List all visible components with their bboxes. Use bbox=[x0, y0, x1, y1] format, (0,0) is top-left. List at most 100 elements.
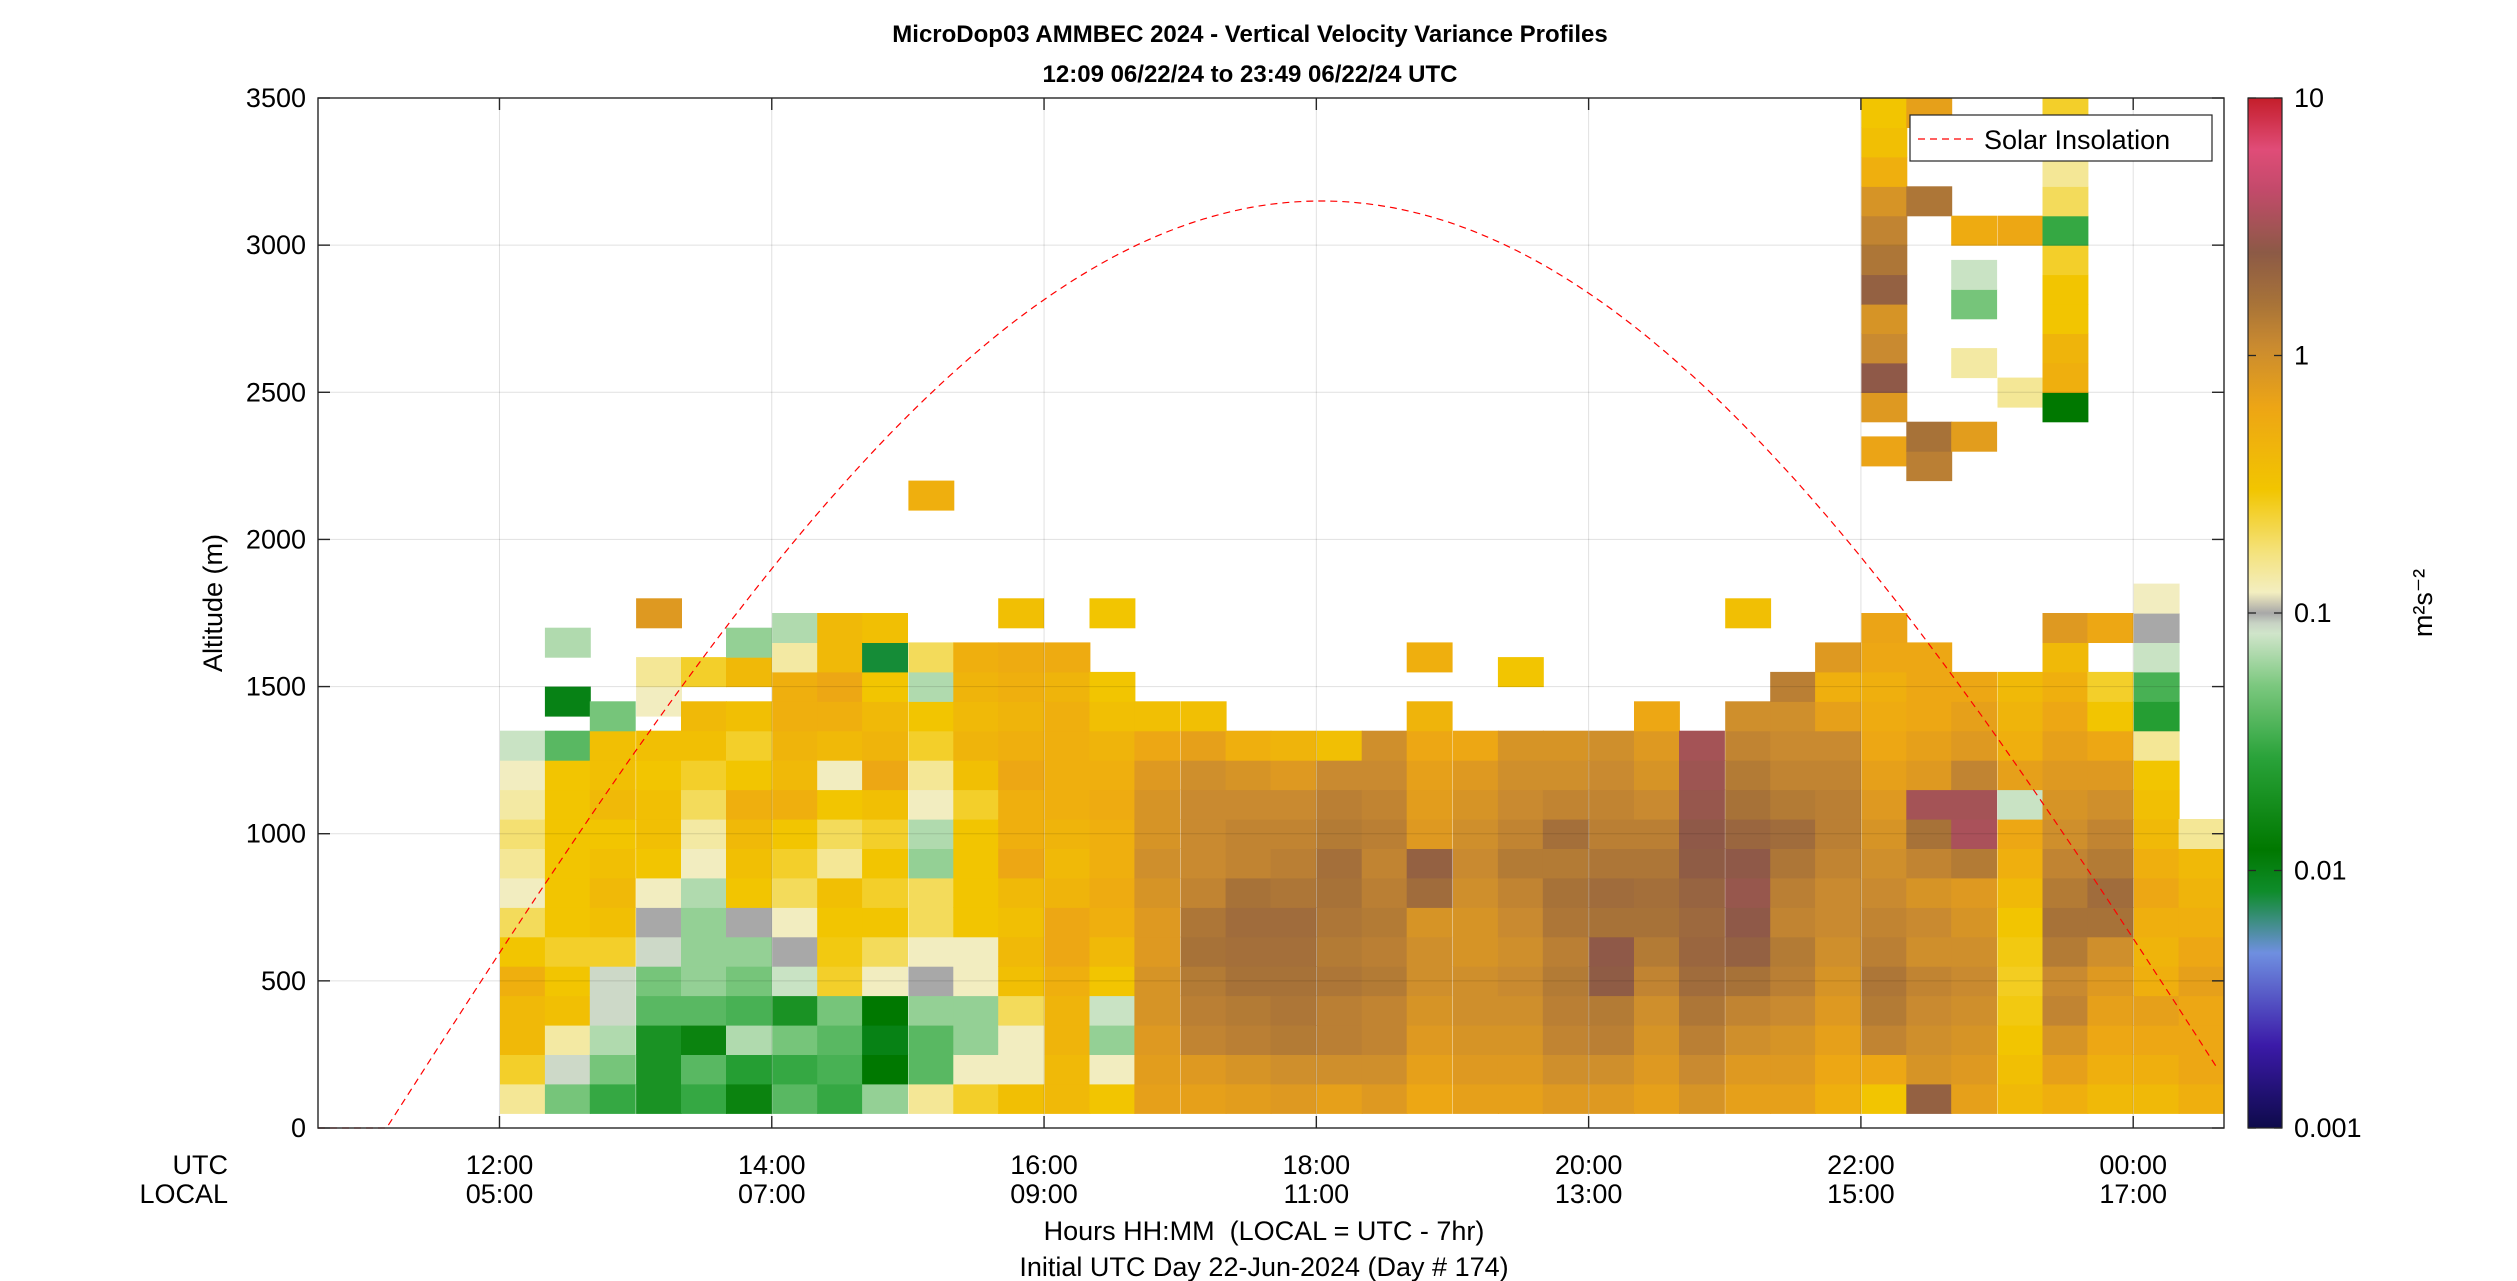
heatmap-cell bbox=[862, 701, 908, 732]
heatmap-cell bbox=[500, 760, 546, 791]
heatmap-cell bbox=[1361, 966, 1408, 997]
x-tick-label-utc: 12:00 bbox=[466, 1150, 534, 1180]
heatmap-cell bbox=[2042, 333, 2089, 364]
heatmap-cell bbox=[1725, 907, 1772, 938]
legend-entry-label: Solar Insolation bbox=[1984, 125, 2170, 155]
heatmap-cell bbox=[1906, 421, 1953, 452]
heatmap-cell bbox=[1679, 1083, 1725, 1114]
heatmap-cell bbox=[1770, 936, 1817, 967]
heatmap-cell bbox=[2042, 215, 2089, 246]
heatmap-cell bbox=[998, 760, 1045, 791]
grid-lines bbox=[318, 98, 2224, 1128]
heatmap-cell bbox=[908, 789, 955, 820]
heatmap-cell bbox=[2178, 1083, 2225, 1114]
heatmap-cell bbox=[1951, 215, 1998, 246]
heatmap-cell bbox=[2087, 701, 2134, 732]
heatmap-cell bbox=[1225, 1025, 1272, 1055]
local-row-label: LOCAL bbox=[139, 1179, 228, 1209]
heatmap-cell bbox=[772, 1025, 819, 1055]
heatmap-cell bbox=[1134, 995, 1181, 1026]
heatmap-cell bbox=[1997, 789, 2044, 820]
heatmap-cell bbox=[1679, 1025, 1725, 1055]
heatmap-cell bbox=[1951, 1083, 1998, 1114]
heatmap-cell bbox=[1815, 1025, 1861, 1055]
heatmap-cell bbox=[772, 995, 819, 1026]
heatmap-cell bbox=[1316, 936, 1363, 967]
heatmap-cell bbox=[1180, 907, 1227, 938]
heatmap-cell bbox=[1270, 966, 1317, 997]
heatmap-cell bbox=[1225, 995, 1272, 1026]
heatmap-cell bbox=[1997, 877, 2044, 908]
heatmap-cell bbox=[1316, 1054, 1363, 1085]
heatmap-cell bbox=[1589, 877, 1635, 908]
heatmap-cell bbox=[2042, 877, 2089, 908]
heatmap-cell bbox=[1997, 1025, 2044, 1055]
heatmap-cell bbox=[1180, 1083, 1227, 1114]
heatmap-cell bbox=[636, 907, 682, 938]
heatmap-cell bbox=[1134, 1025, 1181, 1055]
heatmap-cell bbox=[1861, 436, 1908, 467]
heatmap-cell bbox=[1542, 907, 1589, 938]
heatmap-cell bbox=[1406, 848, 1453, 879]
heatmap-cell bbox=[1044, 1083, 1091, 1114]
heatmap-cell bbox=[1134, 730, 1181, 761]
heatmap-cell bbox=[726, 848, 772, 879]
colorbar-tick-label: 0.01 bbox=[2294, 856, 2347, 886]
heatmap-cell bbox=[1634, 1025, 1680, 1055]
heatmap-cell bbox=[817, 848, 864, 879]
heatmap-cell bbox=[1997, 760, 2044, 791]
x-tick-label-utc: 18:00 bbox=[1283, 1150, 1351, 1180]
heatmap-cell bbox=[1134, 936, 1181, 967]
heatmap-cell bbox=[1453, 819, 1499, 849]
heatmap-cell bbox=[1589, 1025, 1635, 1055]
heatmap-cell bbox=[1089, 1025, 1136, 1055]
colorbar-tick-label: 0.001 bbox=[2294, 1113, 2362, 1143]
x-tick-label-utc: 22:00 bbox=[1827, 1150, 1895, 1180]
heatmap-cell bbox=[1089, 966, 1136, 997]
heatmap-cell bbox=[1270, 760, 1317, 791]
heatmap-cell bbox=[1815, 789, 1861, 820]
heatmap-cell bbox=[1542, 995, 1589, 1026]
heatmap-cell bbox=[1406, 1054, 1453, 1085]
heatmap-cell bbox=[589, 701, 636, 732]
heatmap-cell bbox=[817, 730, 864, 761]
heatmap-cell bbox=[1770, 877, 1817, 908]
heatmap-cell bbox=[1951, 907, 1998, 938]
heatmap-cell bbox=[544, 686, 591, 717]
heatmap-cell bbox=[681, 760, 727, 791]
heatmap-cell bbox=[1770, 1083, 1817, 1114]
heatmap-cell bbox=[1770, 995, 1817, 1026]
heatmap-cell bbox=[862, 819, 908, 849]
heatmap-cell bbox=[1679, 995, 1725, 1026]
y-tick-label: 0 bbox=[291, 1113, 306, 1143]
heatmap-cell bbox=[2133, 760, 2180, 791]
heatmap-cell bbox=[1542, 730, 1589, 761]
heatmap-cell bbox=[908, 848, 955, 879]
heatmap-cell bbox=[1497, 760, 1544, 791]
heatmap-cell bbox=[1453, 730, 1499, 761]
heatmap-cell bbox=[589, 1083, 636, 1114]
heatmap-cell bbox=[1225, 848, 1272, 879]
heatmap-cell bbox=[1453, 1083, 1499, 1114]
heatmap-cell bbox=[1497, 789, 1544, 820]
heatmap-cell bbox=[1906, 789, 1953, 820]
heatmap-cell bbox=[1906, 848, 1953, 879]
heatmap-cell bbox=[2042, 274, 2089, 305]
heatmap-cell bbox=[1497, 1025, 1544, 1055]
heatmap-cell bbox=[589, 1054, 636, 1085]
heatmap-cell bbox=[1906, 1054, 1953, 1085]
heatmap-cell bbox=[636, 936, 682, 967]
heatmap-cell bbox=[1044, 1054, 1091, 1085]
heatmap-cell bbox=[817, 907, 864, 938]
heatmap-cell bbox=[636, 995, 682, 1026]
heatmap-cell bbox=[1406, 995, 1453, 1026]
heatmap-cell bbox=[1634, 701, 1680, 732]
heatmap-cell bbox=[1361, 936, 1408, 967]
heatmap-cell bbox=[998, 701, 1045, 732]
heatmap-cell bbox=[998, 819, 1045, 849]
heatmap-cell bbox=[544, 1025, 591, 1055]
heatmap-cell bbox=[1316, 877, 1363, 908]
heatmap-cell bbox=[1270, 1083, 1317, 1114]
